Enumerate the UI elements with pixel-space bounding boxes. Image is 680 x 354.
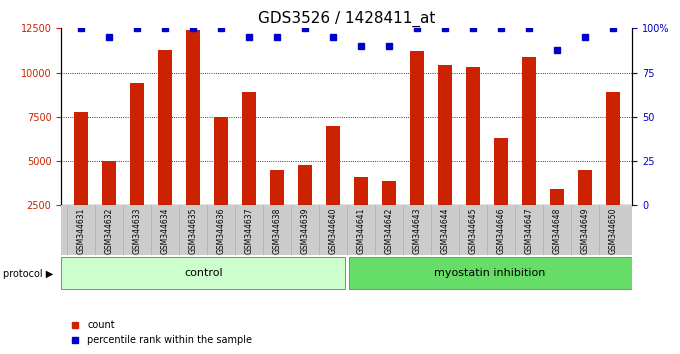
Bar bbox=[158, 50, 172, 250]
Bar bbox=[130, 83, 143, 250]
Text: GSM344635: GSM344635 bbox=[188, 208, 197, 254]
Text: protocol ▶: protocol ▶ bbox=[3, 269, 54, 279]
Bar bbox=[242, 92, 256, 250]
Text: GSM344650: GSM344650 bbox=[609, 208, 617, 254]
Text: GSM344634: GSM344634 bbox=[160, 208, 169, 254]
Text: GSM344638: GSM344638 bbox=[272, 208, 282, 254]
Text: GSM344631: GSM344631 bbox=[76, 208, 85, 254]
Text: GSM344643: GSM344643 bbox=[412, 208, 422, 254]
Text: GSM344646: GSM344646 bbox=[496, 208, 505, 254]
Legend: count, percentile rank within the sample: count, percentile rank within the sample bbox=[66, 316, 256, 349]
Text: GSM344649: GSM344649 bbox=[580, 208, 590, 254]
Text: GSM344636: GSM344636 bbox=[216, 208, 225, 254]
Text: GSM344644: GSM344644 bbox=[441, 208, 449, 254]
Text: GSM344640: GSM344640 bbox=[328, 208, 337, 254]
Text: GSM344642: GSM344642 bbox=[384, 208, 393, 254]
Bar bbox=[522, 57, 536, 250]
Bar bbox=[550, 189, 564, 250]
Text: GSM344641: GSM344641 bbox=[356, 208, 365, 254]
Bar bbox=[214, 117, 228, 250]
Bar bbox=[102, 161, 116, 250]
Bar bbox=[438, 65, 452, 250]
Bar bbox=[186, 30, 200, 250]
Text: control: control bbox=[185, 268, 223, 278]
Bar bbox=[61, 257, 345, 289]
Bar bbox=[578, 170, 592, 250]
Bar bbox=[74, 112, 88, 250]
Text: GSM344648: GSM344648 bbox=[552, 208, 561, 254]
Text: GSM344647: GSM344647 bbox=[524, 208, 533, 254]
Bar bbox=[354, 177, 368, 250]
Bar bbox=[381, 181, 396, 250]
Text: myostatin inhibition: myostatin inhibition bbox=[434, 268, 545, 278]
Bar bbox=[466, 67, 480, 250]
Text: GSM344639: GSM344639 bbox=[301, 208, 309, 254]
Text: GSM344633: GSM344633 bbox=[133, 208, 141, 254]
Bar bbox=[270, 170, 284, 250]
Text: GSM344645: GSM344645 bbox=[469, 208, 477, 254]
Bar bbox=[298, 165, 312, 250]
Bar bbox=[349, 257, 632, 289]
Bar bbox=[410, 51, 424, 250]
Text: GSM344632: GSM344632 bbox=[104, 208, 114, 254]
Bar bbox=[326, 126, 340, 250]
Title: GDS3526 / 1428411_at: GDS3526 / 1428411_at bbox=[258, 11, 435, 27]
Bar bbox=[494, 138, 508, 250]
Text: GSM344637: GSM344637 bbox=[244, 208, 253, 254]
Bar bbox=[606, 92, 619, 250]
